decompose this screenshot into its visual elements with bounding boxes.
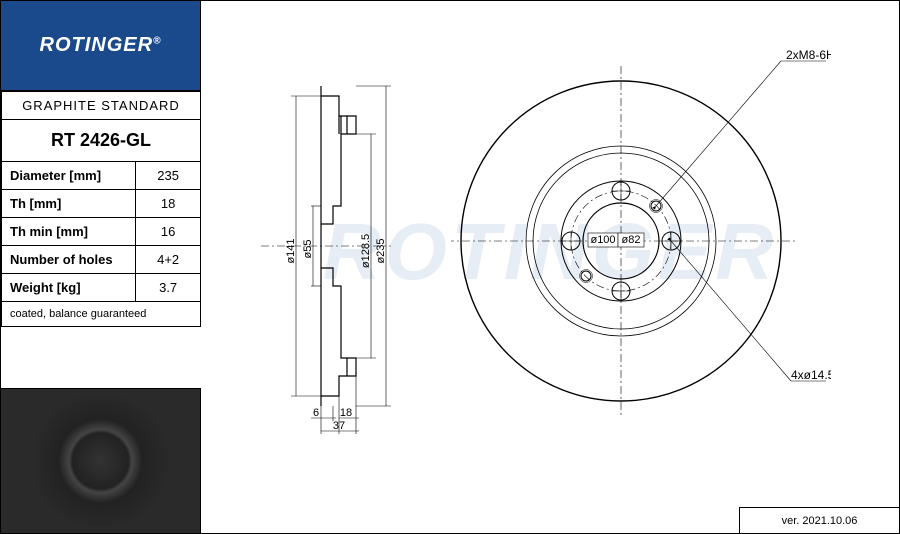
spec-value: 16	[136, 218, 201, 246]
product-photo	[1, 388, 201, 533]
version-box: ver. 2021.10.06	[739, 507, 899, 533]
spec-label: Number of holes	[2, 246, 136, 274]
table-row: Weight [kg] 3.7	[2, 274, 201, 302]
callout-thread: 2xM8-6H	[786, 48, 831, 62]
spec-label: Th min [mm]	[2, 218, 136, 246]
dim-offset: 37	[333, 420, 345, 432]
dim-hat-dia: ø141	[285, 238, 297, 263]
table-row: Number of holes 4+2	[2, 246, 201, 274]
front-face-view: ø100 ø82 2xM8-6H 4xø14.5	[451, 31, 831, 451]
dim-bore-dia: ø55	[302, 240, 314, 259]
table-row: Diameter [mm] 235	[2, 162, 201, 190]
page-frame: ROTINGER® GRAPHITE STANDARD RT 2426-GL D…	[0, 0, 900, 534]
brand-text: ROTINGER®	[40, 34, 162, 57]
spec-label: Weight [kg]	[2, 274, 136, 302]
standard-label: GRAPHITE STANDARD	[2, 92, 201, 120]
spec-table: GRAPHITE STANDARD RT 2426-GL Diameter [m…	[1, 91, 201, 327]
spec-value: 3.7	[136, 274, 201, 302]
spec-value: 18	[136, 190, 201, 218]
table-row: Th min [mm] 16	[2, 218, 201, 246]
spec-value: 4+2	[136, 246, 201, 274]
part-number: RT 2426-GL	[2, 120, 201, 162]
side-profile-view: ø235 ø128.5 ø141 ø55 6 18 37	[261, 56, 391, 436]
dim-friction-dia: ø128.5	[360, 234, 372, 268]
spec-value: 235	[136, 162, 201, 190]
version-label: ver. 2021.10.06	[782, 515, 858, 527]
table-row: Th [mm] 18	[2, 190, 201, 218]
spec-note: coated, balance guaranteed	[2, 302, 201, 327]
spec-label: Diameter [mm]	[2, 162, 136, 190]
callout-bolt-holes: 4xø14.5	[791, 368, 831, 382]
dim-outer-dia: ø235	[375, 238, 387, 263]
dim-thickness: 18	[340, 407, 352, 419]
drawing-area: ROTINGER	[201, 1, 899, 503]
left-column: ROTINGER® GRAPHITE STANDARD RT 2426-GL D…	[1, 1, 201, 533]
dim-pcd: ø100	[590, 234, 615, 246]
spec-label: Th [mm]	[2, 190, 136, 218]
dim-flange: 6	[313, 407, 319, 419]
dim-center-bore: ø82	[622, 234, 641, 246]
brand-logo: ROTINGER®	[1, 1, 201, 91]
